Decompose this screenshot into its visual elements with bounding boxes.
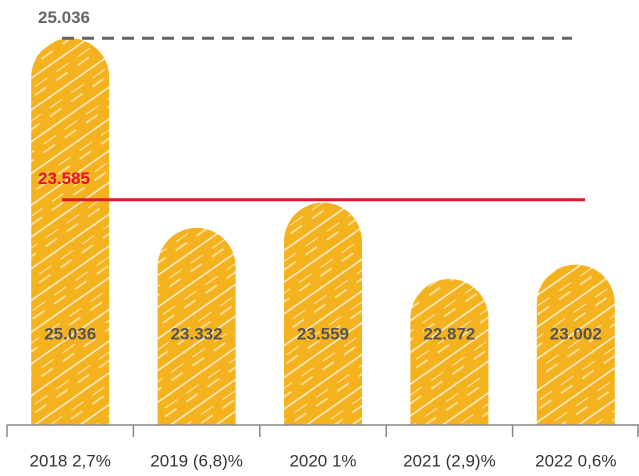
reference-label: 23.585 — [38, 169, 90, 188]
bar — [410, 279, 489, 425]
reference-label: 25.036 — [38, 8, 90, 27]
value-label: 22.872 — [423, 324, 475, 343]
value-label: 23.559 — [297, 324, 349, 343]
bar — [284, 202, 362, 425]
bar — [536, 264, 615, 425]
x-tick-label: 2020 1% — [289, 451, 356, 470]
value-label: 23.332 — [171, 324, 223, 343]
bar — [31, 38, 110, 426]
x-tick-label: 2022 0,6% — [535, 451, 616, 470]
value-label: 25.036 — [44, 324, 96, 343]
value-label: 23.002 — [550, 324, 602, 343]
bar — [157, 227, 236, 425]
x-tick-label: 2019 (6,8)% — [150, 451, 243, 470]
x-tick-label: 2018 2,7% — [30, 451, 111, 470]
x-tick-label: 2021 (2,9)% — [403, 451, 496, 470]
